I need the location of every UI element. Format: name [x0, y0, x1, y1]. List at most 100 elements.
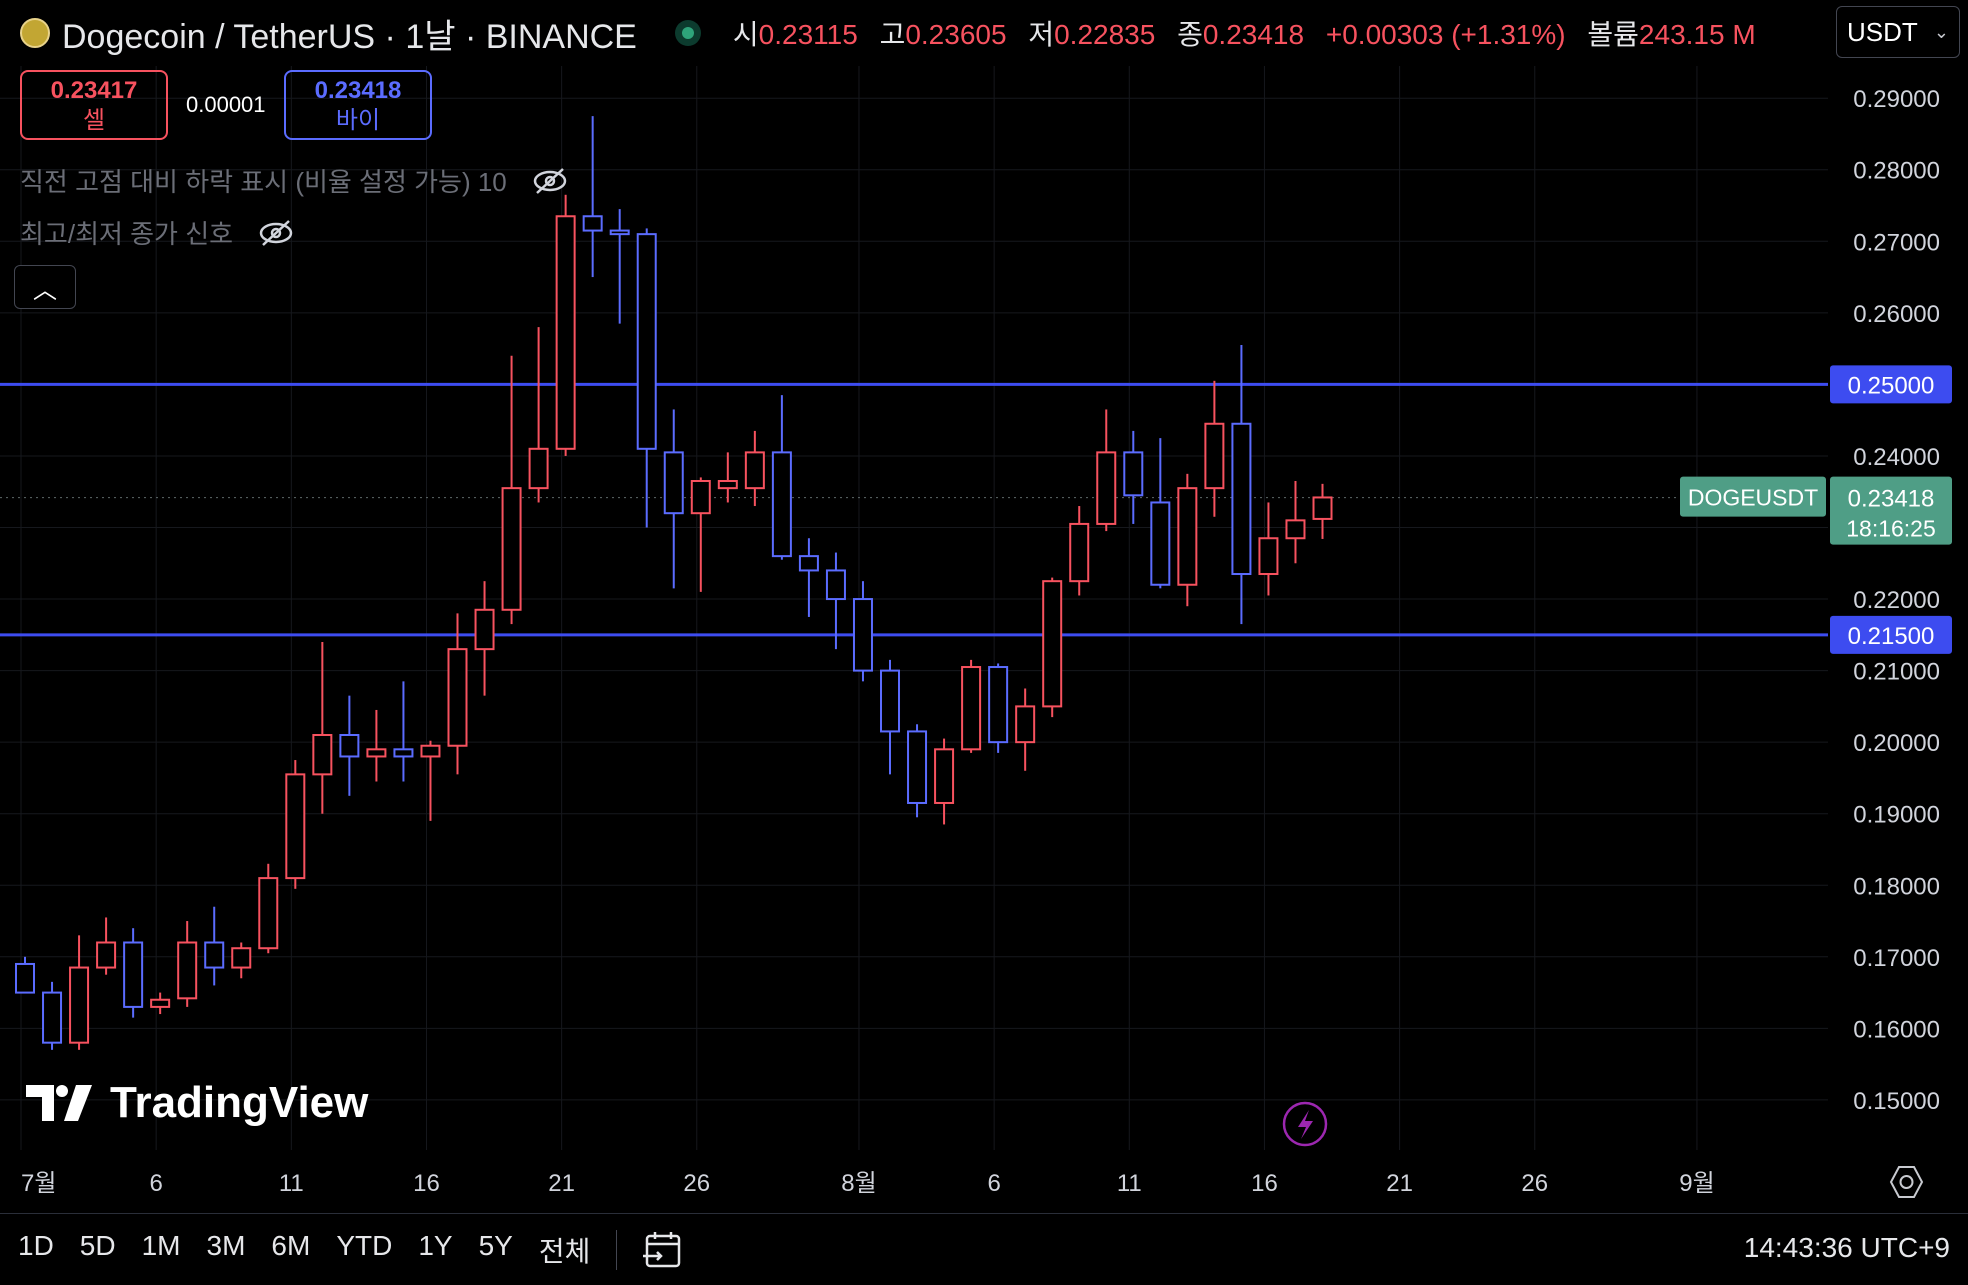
change-value: +0.00303 (+1.31%) [1325, 19, 1566, 50]
candle-body [690, 479, 711, 515]
divider [616, 1230, 618, 1270]
candle-body [447, 648, 468, 747]
volume-value: 243.15 M [1638, 19, 1756, 50]
candlestick-chart[interactable]: 0.15000 0.16000 0.17000 0.18000 0.19000 0.200… [0, 0, 1968, 1212]
buy-button[interactable]: 0.23418 바이 [284, 70, 432, 140]
candle-body [1231, 422, 1252, 576]
candle-up [1096, 409, 1117, 532]
candle-down [852, 581, 873, 682]
candle-up [96, 917, 117, 975]
flash-icon[interactable] [1282, 1101, 1328, 1147]
eye-hidden-icon[interactable] [258, 219, 294, 254]
x-tick-label: 11 [279, 1170, 304, 1197]
candle-body [150, 998, 171, 1008]
range-all[interactable]: 전체 [538, 1236, 591, 1267]
candle-body [1285, 519, 1306, 540]
candle-body [393, 748, 414, 758]
x-tick-label: 8월 [841, 1170, 876, 1197]
candle-down [798, 538, 819, 617]
collapse-legend-button[interactable]: ︿ [14, 265, 76, 309]
buy-price: 0.23418 [314, 77, 402, 104]
candle-body [1042, 580, 1063, 708]
candle-up [690, 477, 711, 592]
candle-body [934, 748, 955, 804]
candle-down [15, 956, 35, 994]
level-tag [1830, 365, 1952, 404]
range-5y[interactable]: 5Y [478, 1230, 513, 1261]
candle-down [825, 552, 846, 650]
candle-body [1096, 451, 1117, 525]
candle-up [177, 921, 198, 1007]
ohlc-values: 시0.23115 고0.23605 저0.22835 종0.23418 +0.0… [732, 19, 1756, 50]
axis-settings-icon[interactable] [1889, 1166, 1924, 1198]
candle-body [285, 773, 306, 880]
candle-up [1312, 483, 1333, 539]
candle-body [907, 730, 928, 804]
clock[interactable]: 14:43:36 UTC+9 [1743, 1232, 1950, 1263]
range-1d[interactable]: 1D [18, 1230, 54, 1261]
tradingview-logo: TradingView [26, 1078, 368, 1128]
candle-body [1312, 496, 1333, 520]
y-tick-label: 0.21000 [1853, 659, 1940, 686]
candle-body [339, 734, 360, 758]
candle-down [393, 681, 414, 782]
tradingview-logo-icon [26, 1085, 92, 1121]
range-5d[interactable]: 5D [79, 1230, 116, 1261]
x-tick-label: 6 [987, 1170, 1000, 1197]
candle-up [231, 942, 252, 979]
buy-label: 바이 [335, 107, 381, 134]
y-tick-label: 0.19000 [1853, 802, 1940, 829]
price-axis: 0.15000 0.16000 0.17000 0.18000 0.19000 0.200… [1853, 86, 1940, 1115]
bottom-toolbar: 1D 5D 1M 3M 6M YTD 1Y 5Y 전체 14:43:36 UTC… [0, 1213, 1968, 1285]
indicator-drawdown[interactable]: 직전 고점 대비 하락 표시 (비율 설정 가능) 10 [20, 162, 568, 202]
candle-body [69, 966, 90, 1044]
price-tags: 0.25000 0.21500 DOGEUSDT 0.23418 18:16:25 [1680, 365, 1952, 654]
range-1m[interactable]: 1M [141, 1230, 181, 1261]
indicator-high-low-close[interactable]: 최고/최저 종가 신호 [20, 214, 294, 254]
sell-button[interactable]: 0.23417 셀 [20, 70, 168, 140]
candle-up [744, 430, 765, 507]
candle-body [528, 447, 549, 490]
candle-down [1123, 430, 1144, 524]
date-range-icon[interactable] [641, 1230, 683, 1277]
eye-hidden-icon[interactable] [532, 167, 568, 202]
y-tick-label: 0.27000 [1853, 229, 1940, 256]
range-6m[interactable]: 6M [271, 1230, 311, 1261]
candle-body [555, 215, 576, 450]
range-3m[interactable]: 3M [206, 1230, 246, 1261]
candle-body [474, 608, 495, 651]
candle-body [771, 451, 792, 558]
range-1y[interactable]: 1Y [418, 1230, 453, 1261]
market-status-icon[interactable] [674, 20, 701, 46]
x-tick-label: 7월 [21, 1170, 56, 1197]
x-tick-label: 6 [149, 1170, 162, 1197]
candle-body [1177, 487, 1198, 586]
candle-up [366, 709, 387, 782]
x-tick-label: 26 [1521, 1170, 1548, 1197]
candle-down [663, 409, 684, 589]
symbol-title[interactable]: Dogecoin / TetherUS · 1날 · BINANCE [62, 17, 637, 56]
time-axis: 7월 6 11 16 21 26 8월 6 11 16 21 26 9월 [21, 1170, 1715, 1197]
candle-body [961, 666, 982, 751]
volume-label: 볼륨 [1587, 19, 1639, 50]
candle-up [1204, 380, 1225, 517]
candle-up [447, 613, 468, 775]
y-tick-label: 0.29000 [1853, 86, 1940, 113]
y-tick-label: 0.26000 [1853, 301, 1940, 328]
currency-select[interactable]: USDT ⌄ [1836, 6, 1960, 58]
sell-label: 셀 [82, 107, 106, 134]
x-tick-label: 9월 [1679, 1170, 1714, 1197]
y-tick-label: 0.22000 [1853, 587, 1940, 614]
candle-up [501, 355, 522, 625]
candle-body [1015, 705, 1036, 744]
chevron-down-icon: ⌄ [1933, 21, 1949, 42]
y-tick-label: 0.17000 [1853, 945, 1940, 972]
candle-body [988, 666, 1009, 744]
candle-down [1231, 345, 1252, 625]
candle-body [582, 215, 603, 232]
candle-body [852, 598, 873, 672]
y-tick-label: 0.28000 [1853, 158, 1940, 185]
x-tick-label: 16 [1251, 1170, 1278, 1197]
range-ytd[interactable]: YTD [336, 1230, 393, 1261]
chart-header: Dogecoin / TetherUS · 1날 · BINANCE 시0.23… [0, 0, 1770, 66]
